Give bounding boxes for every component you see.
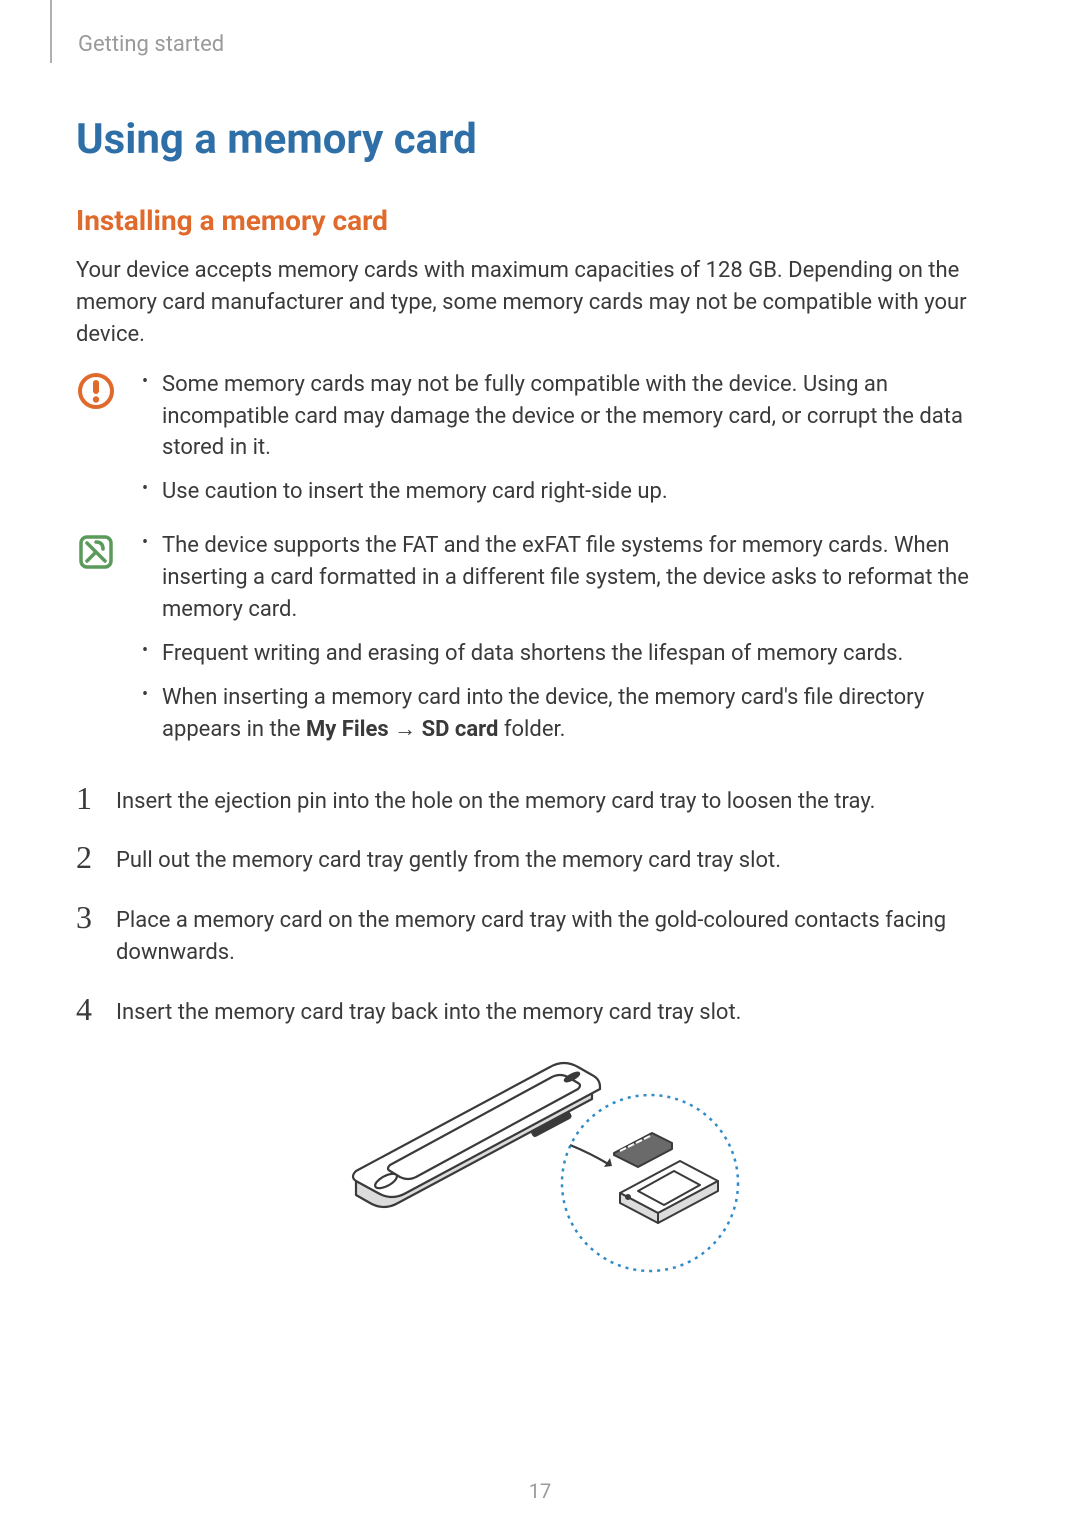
manual-page: Getting started Using a memory card Inst… [0, 0, 1080, 1527]
step-number: 4 [76, 993, 116, 1025]
note-item-arrow: → [389, 717, 422, 742]
step-number: 1 [76, 782, 116, 814]
section-name: Getting started [78, 32, 224, 57]
caution-icon [76, 371, 116, 415]
step-text: Insert the ejection pin into the hole on… [116, 782, 1004, 818]
note-item: Frequent writing and erasing of data sho… [136, 638, 1004, 670]
note-callout: The device supports the FAT and the exFA… [76, 530, 1004, 757]
caution-item: Some memory cards may not be fully compa… [136, 369, 1004, 465]
note-icon-col [76, 530, 136, 576]
note-content: The device supports the FAT and the exFA… [136, 530, 1004, 757]
phone-tray-illustration [320, 1053, 760, 1317]
step-text: Pull out the memory card tray gently fro… [116, 841, 1004, 877]
step-item: 4 Insert the memory card tray back into … [76, 993, 1004, 1029]
step-item: 1 Insert the ejection pin into the hole … [76, 782, 1004, 818]
running-header: Getting started [50, 0, 224, 63]
caution-item: Use caution to insert the memory card ri… [136, 476, 1004, 508]
step-item: 3 Place a memory card on the memory card… [76, 901, 1004, 969]
step-list: 1 Insert the ejection pin into the hole … [76, 782, 1004, 1029]
step-number: 3 [76, 901, 116, 933]
note-list: The device supports the FAT and the exFA… [136, 530, 1004, 745]
note-icon [76, 532, 116, 576]
page-title: Using a memory card [76, 115, 1004, 164]
step-number: 2 [76, 841, 116, 873]
subsection-title: Installing a memory card [76, 204, 1004, 237]
note-item: The device supports the FAT and the exFA… [136, 530, 1004, 626]
caution-icon-col [76, 369, 136, 415]
caution-callout: Some memory cards may not be fully compa… [76, 369, 1004, 521]
note-item-text-post: folder. [498, 717, 565, 742]
note-item: When inserting a memory card into the de… [136, 682, 1004, 746]
caution-list: Some memory cards may not be fully compa… [136, 369, 1004, 509]
caution-content: Some memory cards may not be fully compa… [136, 369, 1004, 521]
note-item-bold: SD card [422, 717, 499, 742]
step-text: Place a memory card on the memory card t… [116, 901, 1004, 969]
step-item: 2 Pull out the memory card tray gently f… [76, 841, 1004, 877]
page-number: 17 [0, 1479, 1080, 1503]
illustration-container [76, 1053, 1004, 1317]
step-text: Insert the memory card tray back into th… [116, 993, 1004, 1029]
intro-paragraph: Your device accepts memory cards with ma… [76, 255, 1004, 351]
note-item-bold: My Files [306, 717, 389, 742]
